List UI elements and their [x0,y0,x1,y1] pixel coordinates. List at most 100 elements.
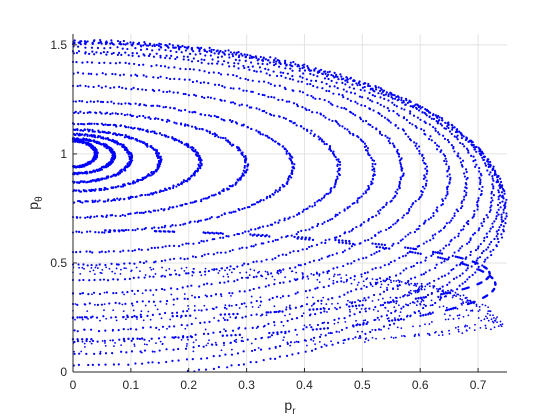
data-point-2857 [335,308,338,311]
data-point-3428 [255,360,258,364]
data-point-1930 [384,134,387,137]
data-point-1392 [120,102,123,106]
data-point-1564 [238,104,241,107]
data-point-2151 [354,100,357,103]
data-point-2972 [328,70,331,73]
data-point-2564 [341,81,344,85]
data-point-2602 [134,47,137,50]
data-point-843 [146,193,149,196]
data-point-1890 [385,201,388,204]
data-point-2424 [146,314,149,317]
data-point-4414 [494,319,497,322]
data-point-1697 [367,184,370,188]
data-point-3949 [81,266,84,269]
data-point-1262 [241,207,244,211]
data-point-4021 [264,270,267,273]
data-point-2677 [416,261,419,265]
data-point-2330 [430,139,433,142]
data-point-3003 [143,41,146,44]
data-point-3537 [428,115,431,119]
data-point-2634 [203,321,206,324]
data-point-891 [194,169,198,173]
data-point-1046 [175,205,179,208]
data-point-4064 [398,315,401,317]
data-point-2518 [464,168,468,171]
data-point-4313 [435,331,437,333]
data-point-2448 [281,295,285,298]
data-point-4196 [217,272,220,274]
data-point-2627 [161,325,165,328]
data-point-2489 [439,229,442,232]
data-point-3307 [498,226,501,229]
data-point-2112 [425,169,429,172]
data-point-1320 [287,152,291,155]
data-point-1281 [276,190,279,193]
data-point-4365 [123,293,126,296]
data-point-1348 [246,126,250,129]
data-point-3596 [91,42,94,45]
data-point-3618 [232,312,235,316]
data-point-1378 [164,105,167,109]
data-point-2582 [250,61,253,64]
data-point-1413 [98,251,101,254]
data-point-1643 [228,250,232,253]
data-point-1208 [77,230,81,233]
data-point-3023 [125,351,128,354]
data-point-4207 [99,350,102,353]
data-point-1427 [153,246,156,249]
data-point-2459 [336,280,339,283]
data-point-4341 [415,304,418,307]
data-point-2155 [341,94,344,97]
data-point-3310 [500,218,503,221]
data-point-3631 [351,305,354,308]
data-point-3912 [405,282,408,285]
data-point-796 [81,129,85,132]
data-point-2350 [379,103,382,106]
data-point-1282 [274,189,277,192]
data-point-1167 [168,119,171,122]
data-point-2071 [359,242,362,245]
data-point-3861 [86,310,89,313]
data-point-3402 [165,44,168,47]
data-point-4455 [84,303,87,306]
data-point-1390 [127,102,130,105]
data-point-1373 [180,109,183,112]
data-point-4366 [103,291,106,294]
x-tick-label-1: 0.1 [123,378,140,392]
data-point-1455 [254,228,257,231]
data-point-3846 [217,232,220,235]
data-point-3228 [151,361,154,364]
x-axis-label-subscript: r [292,406,296,417]
data-point-1933 [378,130,382,133]
data-point-1255 [223,212,226,215]
data-point-1653 [267,240,270,243]
data-point-1721 [364,149,368,152]
data-point-1662 [297,230,300,234]
data-point-4038 [111,330,114,332]
data-point-1869 [339,234,342,238]
data-point-1847 [255,260,258,263]
x-tick-label-6: 0.6 [412,378,429,392]
data-point-2129 [408,137,412,141]
data-point-3871 [211,307,214,310]
data-point-820 [104,200,107,203]
data-point-3716 [215,231,218,235]
data-point-4048 [273,324,276,327]
data-point-2331 [428,137,431,141]
data-point-1236 [171,224,174,227]
data-point-1385 [143,103,146,106]
data-point-3433 [285,354,289,357]
data-point-2791 [208,49,211,52]
data-point-2731 [463,145,466,148]
data-point-1824 [148,275,151,278]
data-point-4085 [459,294,462,297]
data-point-1007 [76,216,79,219]
data-point-3824 [408,250,412,254]
data-point-1623 [142,261,146,265]
data-point-2897 [477,229,480,232]
data-point-4243 [487,310,490,312]
data-point-2394 [170,54,173,58]
data-point-2654 [316,299,320,302]
data-point-1898 [396,188,399,191]
data-point-1732 [352,132,355,136]
